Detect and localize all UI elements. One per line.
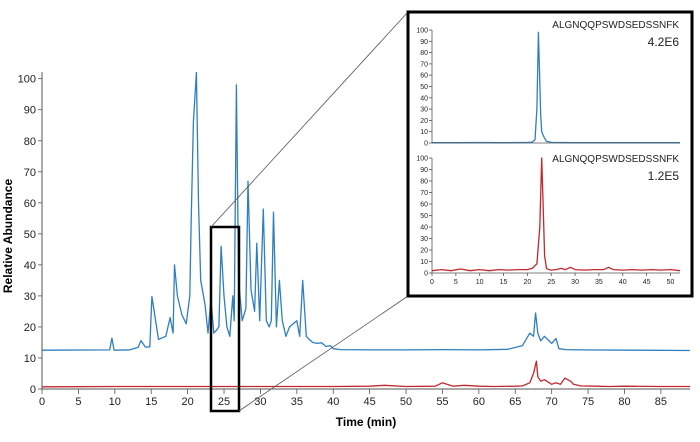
inset-bottom-x-tick-label: 0	[430, 279, 434, 286]
main-x-tick-label: 50	[400, 396, 412, 408]
inset-bottom-y-tick-label: 0	[424, 271, 428, 278]
inset-bottom-x-tick-label: 35	[595, 279, 603, 286]
inset-bottom-y-tick-label: 70	[420, 190, 428, 197]
main-y-tick-label: 90	[24, 105, 36, 117]
inset-bottom-chromatogram: 0 5 10 15 20 25 30 35 40 45 50 0 10 20 30 40 50 60 70 80 90…	[416, 154, 681, 286]
inset-top-y-tick-label: 100	[416, 28, 428, 35]
main-y-tick-label: 40	[24, 260, 36, 272]
main-x-tick-label: 60	[473, 396, 485, 408]
main-x-ticks: 0 5 10 15 20 25 30 35 40 45 50 55 60 65 70 75 80 85	[39, 389, 667, 408]
main-x-tick-label: 45	[364, 396, 376, 408]
inset-bottom-series-line-1	[431, 157, 681, 272]
inset-top-chromatogram: 0 10 20 30 40 50 60 70 80 90 100 ALGNQQPSWDSEDSSNF…	[416, 20, 680, 148]
inset-bottom-y-tick-label: 10	[420, 259, 428, 266]
inset-top-y-tick-label: 30	[420, 107, 428, 114]
inset-bottom-x-ticks: 0 5 10 15 20 25 30 35 40 45 50	[430, 273, 674, 286]
main-x-tick-label: 30	[254, 396, 266, 408]
inset-bottom-x-tick-label: 40	[619, 279, 627, 286]
main-x-tick-label: 35	[291, 396, 303, 408]
inset-bottom-x-tick-label: 15	[500, 279, 508, 286]
main-y-tick-label: 80	[24, 136, 36, 148]
inset-bottom-y-tick-label: 60	[420, 202, 428, 209]
inset-bottom-y-tick-label: 20	[420, 248, 428, 255]
main-x-tick-label: 55	[436, 396, 448, 408]
main-x-tick-label: 25	[218, 396, 230, 408]
main-x-tick-label: 0	[39, 396, 45, 408]
inset-bottom-y-tick-label: 50	[420, 213, 428, 220]
inset-bottom-y-tick-label: 30	[420, 236, 428, 243]
main-series-line-1	[41, 71, 691, 352]
zoom-leader-line-bottom	[238, 295, 409, 412]
zoom-leader-line-top	[210, 11, 409, 228]
main-y-tick-label: 70	[24, 167, 36, 179]
inset-bottom-intensity-label: 1.2E5	[648, 169, 680, 183]
inset-bottom-x-tick-label: 50	[667, 279, 675, 286]
inset-top-y-ticks: 0 10 20 30 40 50 60 70 80 90 100	[416, 28, 432, 148]
main-x-tick-label: 15	[145, 396, 157, 408]
inset-top-y-tick-label: 0	[424, 141, 428, 148]
inset-top-y-tick-label: 20	[420, 118, 428, 125]
main-x-tick-label: 20	[181, 396, 193, 408]
inset-bottom-x-tick-label: 5	[454, 279, 458, 286]
inset-bottom-x-tick-label: 30	[571, 279, 579, 286]
main-x-axis-title: Time (min)	[336, 415, 396, 429]
main-y-tick-label: 50	[24, 229, 36, 241]
zoom-highlight-box	[209, 225, 241, 413]
inset-bottom-x-tick-label: 45	[643, 279, 651, 286]
inset-bottom-series-layer	[431, 157, 681, 272]
inset-bottom-y-tick-label: 40	[420, 225, 428, 232]
inset-bottom-peptide-label: ALGNQQPSWDSEDSSNFK	[552, 154, 679, 165]
inset-top-y-tick-label: 80	[420, 50, 428, 57]
main-series-layer	[41, 71, 691, 388]
main-chromatogram: 0 5 10 15 20 25 30 35 40 45 50 55 60 65 70 75 80 85 01020…	[1, 71, 691, 429]
main-x-tick-label: 65	[509, 396, 521, 408]
inset-top-y-tick-label: 90	[420, 39, 428, 46]
main-x-tick-label: 75	[582, 396, 594, 408]
main-x-tick-label: 40	[327, 396, 339, 408]
main-series-line-2	[41, 360, 690, 388]
main-y-ticks: 0 10 20 30 40 50 60 70 80 90 100	[18, 74, 42, 396]
main-y-axis-title: Relative Abundance	[1, 179, 15, 294]
inset-bottom-x-tick-label: 20	[523, 279, 531, 286]
inset-bottom-x-tick-label: 10	[476, 279, 484, 286]
main-x-tick-label: 10	[109, 396, 121, 408]
inset-top-y-tick-label: 70	[420, 61, 428, 68]
main-y-tick-label: 30	[24, 291, 36, 303]
main-y-tick-label: 20	[24, 322, 36, 334]
main-y-tick-label: 60	[24, 198, 36, 210]
inset-frame	[406, 10, 694, 298]
main-x-tick-label: 70	[546, 396, 558, 408]
main-x-tick-label: 80	[618, 396, 630, 408]
inset-bottom-y-ticks: 0 10 20 30 40 50 60 70 80 90 100	[416, 156, 432, 278]
inset-top-peptide-label: ALGNQQPSWDSEDSSNFK	[552, 20, 679, 31]
inset-bottom-y-tick-label: 90	[420, 167, 428, 174]
main-y-tick-label: 100	[18, 74, 36, 86]
main-y-tick-label: 10	[24, 353, 36, 365]
inset-top-y-tick-label: 40	[420, 95, 428, 102]
inset-top-y-tick-label: 60	[420, 73, 428, 80]
inset-top-y-tick-label: 10	[420, 129, 428, 136]
main-x-tick-label: 85	[655, 396, 667, 408]
inset-top-y-tick-label: 50	[420, 84, 428, 91]
main-x-tick-label: 5	[75, 396, 81, 408]
inset-top-intensity-label: 4.2E6	[648, 35, 680, 49]
inset-bottom-x-tick-label: 25	[547, 279, 555, 286]
main-y-tick-label: 0	[30, 384, 36, 396]
inset-bottom-y-tick-label: 80	[420, 179, 428, 186]
inset-bottom-y-tick-label: 100	[416, 156, 428, 163]
